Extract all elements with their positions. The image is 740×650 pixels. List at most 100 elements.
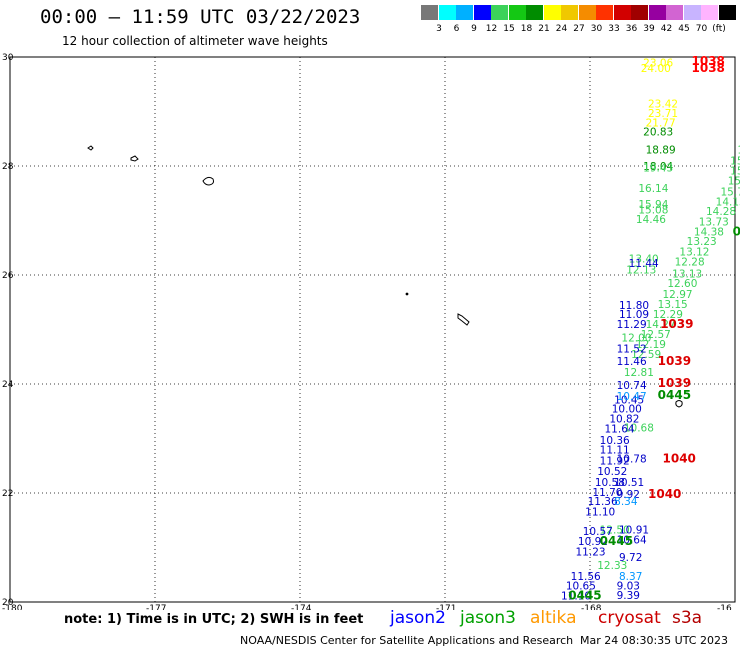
wave-height-label: 9.39: [617, 590, 640, 602]
credit-text: NOAA/NESDIS Center for Satellite Applica…: [240, 634, 574, 647]
color-swatch: [543, 5, 561, 20]
wave-height-label: 10.36: [600, 435, 630, 447]
wave-height-label: 10.57: [583, 526, 613, 538]
wave-height-label: 10.47: [617, 391, 647, 403]
pass-time-label: 1040: [648, 487, 681, 501]
wave-height-label: 16.14: [638, 183, 668, 195]
wave-height-label: 12.59: [631, 349, 661, 361]
wave-height-label: 11.52: [617, 344, 647, 356]
color-scale-label: 3: [436, 24, 442, 34]
lon-tick-label: -168: [581, 604, 602, 610]
wave-height-label: 14.46: [636, 214, 666, 226]
color-scale-label: 18: [520, 24, 533, 34]
wave-height-label: 15.79: [721, 187, 740, 199]
wave-height-label: 9.03: [617, 581, 640, 593]
island-outline: [202, 176, 214, 186]
wave-height-label: 8.34: [614, 496, 638, 508]
wave-height-label: 11.11: [600, 444, 630, 456]
wave-height-label: 11.10: [561, 590, 591, 602]
lon-tick-label: -16: [717, 604, 732, 610]
pass-time-label: 1039: [658, 354, 691, 368]
color-swatch: [561, 5, 578, 20]
wave-height-label: 10.51: [614, 477, 644, 489]
wave-height-label: 12.00: [621, 333, 651, 345]
wave-height-label: 10.91: [619, 525, 649, 537]
color-scale-label: 70: [695, 24, 708, 34]
wave-height-label: 8.37: [619, 571, 642, 583]
color-scale-label: 42: [660, 24, 673, 34]
color-scale-label: (ft): [712, 24, 726, 34]
page-subtitle: 12 hour collection of altimeter wave hei…: [62, 34, 328, 48]
wave-height-label: 11.92: [600, 455, 630, 467]
island-outline: [675, 400, 683, 408]
color-scale-label: 21: [538, 24, 550, 34]
wave-height-label: 13.23: [687, 236, 717, 248]
wave-height-label: 15.28: [728, 176, 740, 188]
wave-height-label: 15.94: [638, 199, 668, 211]
pass-time-label: 1040: [663, 452, 696, 466]
island-outline: [87, 145, 94, 151]
color-scale-label: 33: [608, 24, 620, 34]
timestamp-text: Mar 24 08:30:35 UTC 2023: [580, 634, 728, 647]
lat-tick-label: 26: [2, 271, 14, 281]
wave-height-label: 23.71: [648, 108, 678, 120]
wave-height-label: 15.4: [730, 165, 740, 177]
satellite-cryosat: cryosat: [598, 608, 661, 628]
wave-height-label: 9.92: [617, 489, 640, 501]
lon-tick-label: -174: [291, 604, 312, 610]
color-scale-label: 12: [485, 24, 498, 34]
island-outline: [130, 155, 139, 162]
wave-height-label: 11.64: [605, 424, 635, 436]
pass-time-label: 1038: [692, 54, 725, 68]
color-swatch: [438, 5, 456, 20]
wave-height-label: 24.00: [641, 63, 671, 75]
wave-height-label: 14.27: [646, 319, 676, 331]
wave-height-label: 14.13: [716, 196, 740, 208]
pass-time-label: 1038: [692, 61, 725, 75]
wave-height-label: 12.97: [663, 289, 693, 301]
color-scale-label: 39: [643, 24, 655, 34]
wave-height-label: 11.56: [571, 571, 601, 583]
wave-height-label: 10.64: [617, 534, 647, 546]
wave-height-label: 10.45: [614, 394, 644, 406]
wave-height-label: 10.00: [612, 404, 642, 416]
wave-height-label: 10.92: [578, 536, 608, 548]
map-frame: [9, 56, 736, 603]
color-scale-label: 36: [625, 24, 638, 34]
wave-height-label: 13.13: [672, 268, 702, 280]
wave-height-label: 12.81: [624, 367, 654, 379]
color-scale-label: 45: [678, 24, 690, 34]
wave-height-label: 15: [737, 145, 740, 157]
pass-time-label: 0445: [600, 534, 633, 548]
color-scale-label: 15: [503, 24, 515, 34]
color-swatch: [491, 5, 508, 20]
wave-height-label: 11.10: [585, 507, 615, 519]
wave-height-label: 11.29: [617, 319, 647, 331]
color-swatch: [421, 5, 438, 20]
island-dot: [405, 292, 409, 296]
color-scale-label: 30: [590, 24, 603, 34]
satellite-jason2: jason2: [390, 608, 446, 628]
wave-height-label: 21.77: [646, 117, 676, 129]
wave-height-label: 13.12: [679, 247, 709, 259]
wave-height-label: 12.28: [675, 256, 705, 268]
wave-height-label: 11.36: [588, 496, 618, 508]
wave-height-label: 11.44: [629, 258, 659, 270]
wave-height-label: 11.46: [617, 356, 647, 368]
wave-height-label: 14.28: [706, 206, 736, 218]
color-scale-label: 9: [471, 24, 477, 34]
wave-height-label: 10.65: [566, 581, 596, 593]
pass-time-label: 04: [733, 224, 740, 238]
wave-height-label: 10.58: [595, 477, 625, 489]
wave-height-label: 12.60: [667, 278, 697, 290]
wave-height-label: 12.33: [597, 560, 627, 572]
pass-time-label: 1039: [658, 376, 691, 390]
color-swatch: [701, 5, 718, 20]
color-swatch: [473, 5, 491, 20]
color-swatch: [613, 5, 631, 20]
wave-height-label: 10.68: [624, 423, 654, 435]
wave-height-label: 11.70: [592, 487, 622, 499]
lat-tick-label: 24: [2, 380, 14, 390]
color-scale-label: 27: [573, 24, 585, 34]
